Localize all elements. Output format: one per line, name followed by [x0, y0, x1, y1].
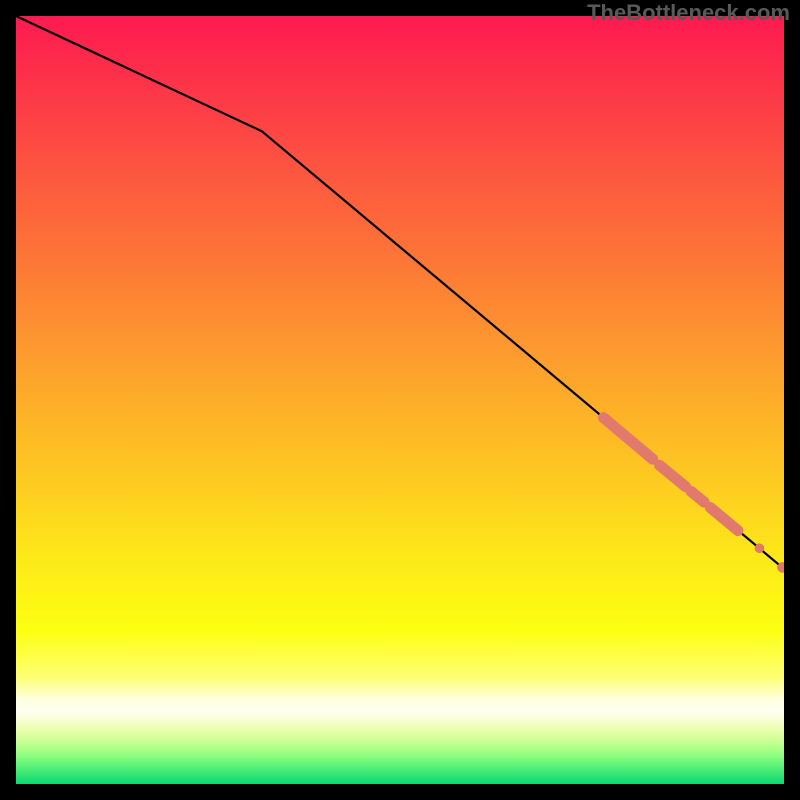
plot-area: [16, 16, 784, 784]
watermark-text: TheBottleneck.com: [587, 0, 790, 26]
chart-container: TheBottleneck.com: [0, 0, 800, 800]
plot-svg: [16, 16, 784, 784]
gradient-background: [16, 16, 784, 784]
marker-dot-4: [755, 544, 764, 553]
